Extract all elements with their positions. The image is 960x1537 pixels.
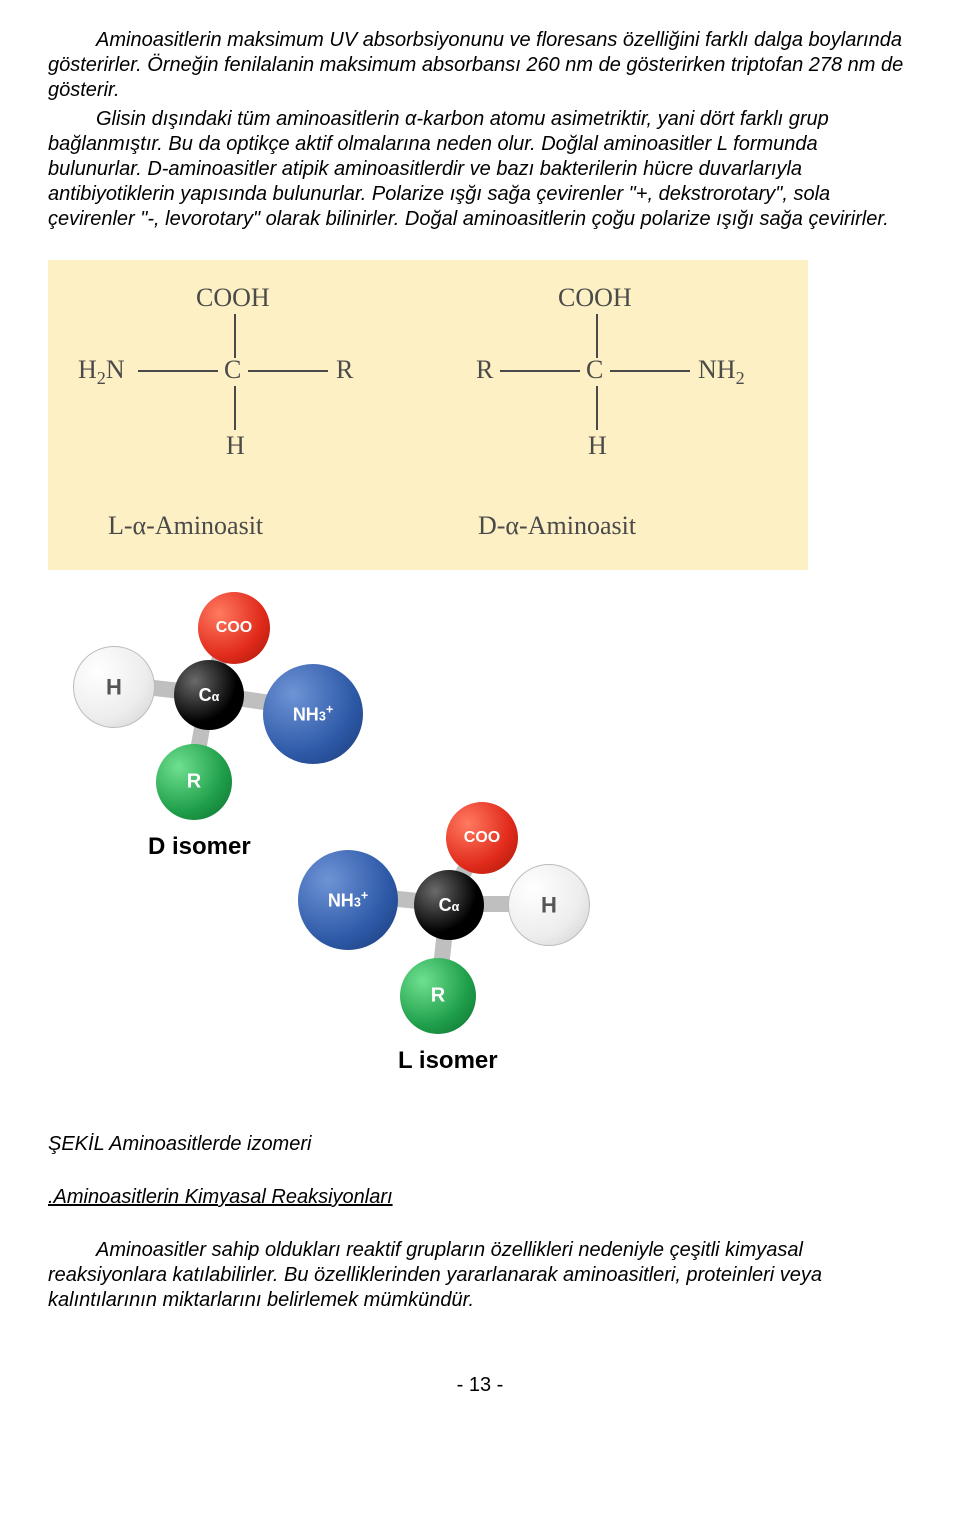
bond-v-top-right	[596, 314, 598, 358]
d-r-ball: R	[156, 744, 232, 820]
bond-h-right-right	[610, 370, 690, 372]
page-number: - 13 -	[48, 1373, 912, 1398]
label-r-left: R	[336, 354, 353, 387]
l-c-alpha-text: Cα	[439, 894, 460, 917]
section-heading-chemical-reactions: .Aminoasitlerin Kimyasal Reaksiyonları	[48, 1185, 912, 1210]
d-coo-text: COO	[216, 618, 252, 638]
label-nh2: NH2	[698, 354, 745, 390]
d-c-alpha-text: Cα	[199, 684, 220, 707]
l-coo-text: COO	[464, 828, 500, 848]
l-nh3-text: NH3+	[328, 888, 368, 912]
bond-h-right-left	[500, 370, 580, 372]
d-isomer-label: D isomer	[148, 832, 251, 862]
d-coo-ball: COO	[198, 592, 270, 664]
l-nh3-ball: NH3+	[298, 850, 398, 950]
d-c-alpha-ball: Cα	[174, 660, 244, 730]
diagram-3d-isomers: COO H NH3+ Cα R D isomer COO NH3+ H Cα R…	[48, 574, 608, 1104]
bond-h-left-right	[248, 370, 328, 372]
bond-v-bottom-right	[596, 386, 598, 430]
d-nh3-text: NH3+	[293, 702, 333, 726]
diagram-skeletal-formulas: COOH H2N C R H L-α-Aminoasit COOH R C NH…	[48, 260, 808, 570]
label-cooh-left: COOH	[196, 282, 270, 315]
label-l-alpha-aminoasit: L-α-Aminoasit	[108, 510, 263, 543]
label-r-right: R	[476, 354, 493, 387]
label-h2n: H2N	[78, 354, 125, 390]
label-cooh-right: COOH	[558, 282, 632, 315]
l-h-ball: H	[508, 864, 590, 946]
figure-caption: ŞEKİL Aminoasitlerde izomeri	[48, 1132, 912, 1157]
label-c-right: C	[586, 354, 603, 387]
paragraph-uv-absorption: Aminoasitlerin maksimum UV absorbsiyonun…	[48, 28, 912, 103]
l-coo-ball: COO	[446, 802, 518, 874]
bond-v-bottom-left	[234, 386, 236, 430]
paragraph-glycine-chirality: Glisin dışındaki tüm aminoasitlerin α-ka…	[48, 107, 912, 232]
label-h-bottom-left: H	[226, 430, 245, 463]
d-h-ball: H	[73, 646, 155, 728]
bond-h-left-left	[138, 370, 218, 372]
paragraph-chemical-reactions: Aminoasitler sahip oldukları reaktif gru…	[48, 1238, 912, 1313]
l-c-alpha-ball: Cα	[414, 870, 484, 940]
bond-v-top-left	[234, 314, 236, 358]
l-h-text: H	[541, 891, 557, 919]
d-h-text: H	[106, 673, 122, 701]
l-r-text: R	[431, 984, 445, 1009]
l-isomer-label: L isomer	[398, 1046, 498, 1076]
d-nh3-ball: NH3+	[263, 664, 363, 764]
label-d-alpha-aminoasit: D-α-Aminoasit	[478, 510, 636, 543]
l-r-ball: R	[400, 958, 476, 1034]
label-c-left: C	[224, 354, 241, 387]
d-r-text: R	[187, 770, 201, 795]
label-h-bottom-right: H	[588, 430, 607, 463]
